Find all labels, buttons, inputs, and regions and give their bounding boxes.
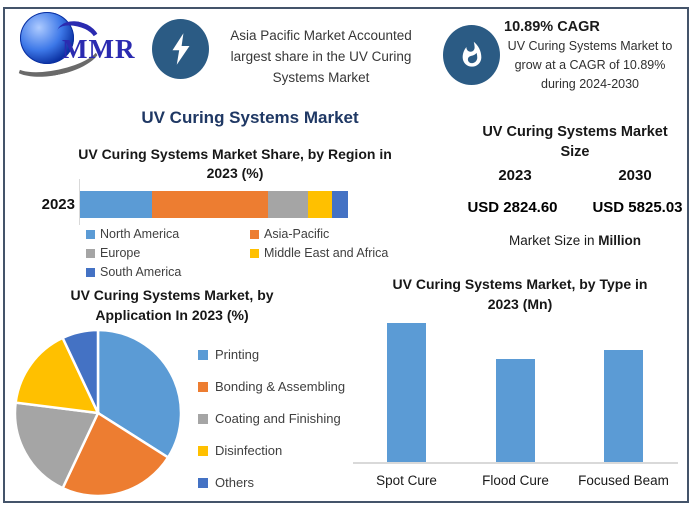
legend-swatch-icon (250, 229, 259, 239)
globe-icon (20, 12, 74, 64)
region-stacked-bar (80, 191, 348, 218)
legend-swatch-icon (86, 248, 95, 258)
region-segment-north-america (80, 191, 153, 218)
legend-label: Asia-Pacific (264, 227, 330, 241)
region-chart-category-label: 2023 (41, 196, 75, 213)
cagr-line: during 2024-2030 (541, 76, 639, 91)
legend-swatch-icon (198, 477, 208, 488)
legend-label: Coating and Finishing (215, 411, 341, 426)
market-size-year: 2023 (498, 167, 532, 184)
legend-item: North America (86, 227, 246, 241)
type-bar-chart (353, 318, 678, 463)
region-chart-axis (79, 179, 80, 225)
legend-item: Disinfection (198, 443, 345, 458)
legend-item: Printing (198, 347, 345, 362)
market-size-value: USD 2824.60 (467, 199, 558, 216)
cagr-line: UV Curing Systems Market to (507, 39, 673, 53)
type-bar-flood-cure (496, 359, 535, 463)
page-border (3, 7, 689, 503)
header-highlight-text: Asia Pacific Market Accounted largest sh… (230, 28, 412, 85)
legend-label: Disinfection (215, 443, 283, 458)
type-chart-baseline (353, 462, 678, 464)
type-chart-title: UV Curing Systems Market, by Type in 202… (392, 276, 648, 312)
market-size-values: USD 2824.60 USD 5825.03 (450, 199, 697, 216)
legend-item: Others (198, 475, 345, 490)
market-size-title: UV Curing Systems Market Size (482, 124, 668, 161)
cagr-badge (443, 25, 500, 85)
legend-swatch-icon (198, 445, 208, 456)
legend-item: South America (86, 265, 246, 279)
legend-label: Printing (215, 347, 260, 362)
region-chart-title: UV Curing Systems Market Share, by Regio… (78, 146, 392, 181)
market-size-years: 2023 2030 (455, 167, 695, 184)
market-size-value: USD 5825.03 (592, 199, 683, 216)
pie-slice-coating-and-finishing (13, 401, 100, 490)
page-title: UV Curing Systems Market (141, 108, 359, 127)
legend-item: Coating and Finishing (198, 411, 345, 426)
application-pie-chart (13, 328, 183, 498)
lightning-icon (172, 33, 189, 65)
market-size-year: 2030 (618, 167, 652, 184)
type-bar-label: Focused Beam (578, 473, 669, 488)
legend-label: Middle East and Africa (264, 246, 389, 260)
type-bar-label: Spot Cure (376, 473, 437, 488)
region-segment-middle-east-and-africa (307, 191, 332, 218)
legend-swatch-icon (198, 381, 208, 392)
logo-text: MMR (62, 34, 136, 64)
pie-slice-disinfection (14, 336, 101, 415)
legend-swatch-icon (86, 229, 95, 239)
legend-label: Europe (100, 246, 141, 260)
region-segment-europe (267, 191, 308, 218)
region-segment-asia-pacific (152, 191, 268, 218)
legend-item: Middle East and Africa (250, 246, 396, 260)
pie-slice-others (60, 328, 100, 414)
application-chart-legend: Printing Bonding & Assembling Coating and … (198, 347, 345, 490)
legend-label: South America (100, 265, 182, 279)
type-bar-spot-cure (387, 323, 426, 463)
legend-item: Asia-Pacific (250, 227, 396, 241)
type-bar-focused-beam (604, 350, 643, 463)
cagr-line: grow at a CAGR of 10.89% (514, 57, 666, 72)
type-bar-label: Flood Cure (482, 473, 549, 488)
cagr-title: 10.89% CAGR (504, 19, 600, 35)
legend-item: Europe (86, 246, 246, 260)
legend-swatch-icon (250, 248, 259, 258)
legend-swatch-icon (86, 267, 95, 277)
region-chart-legend: North America Asia-Pacific Europe Middle Ea… (86, 227, 396, 279)
legend-label: North America (100, 227, 180, 241)
market-size-note: Market Size in Million (508, 233, 642, 248)
legend-label: Others (215, 475, 255, 490)
legend-swatch-icon (198, 413, 208, 424)
lightning-badge (152, 19, 209, 79)
region-segment-south-america (331, 191, 348, 218)
cagr-text-block: 10.89% CAGR UV Curing Systems Market to … (499, 19, 681, 93)
legend-label: Bonding & Assembling (215, 379, 346, 394)
mmr-logo: MMR (6, 10, 142, 85)
legend-swatch-icon (198, 349, 208, 360)
legend-item: Bonding & Assembling (198, 379, 345, 394)
application-chart-title: UV Curing Systems Market, by Application… (70, 287, 274, 323)
flame-icon (462, 41, 481, 67)
